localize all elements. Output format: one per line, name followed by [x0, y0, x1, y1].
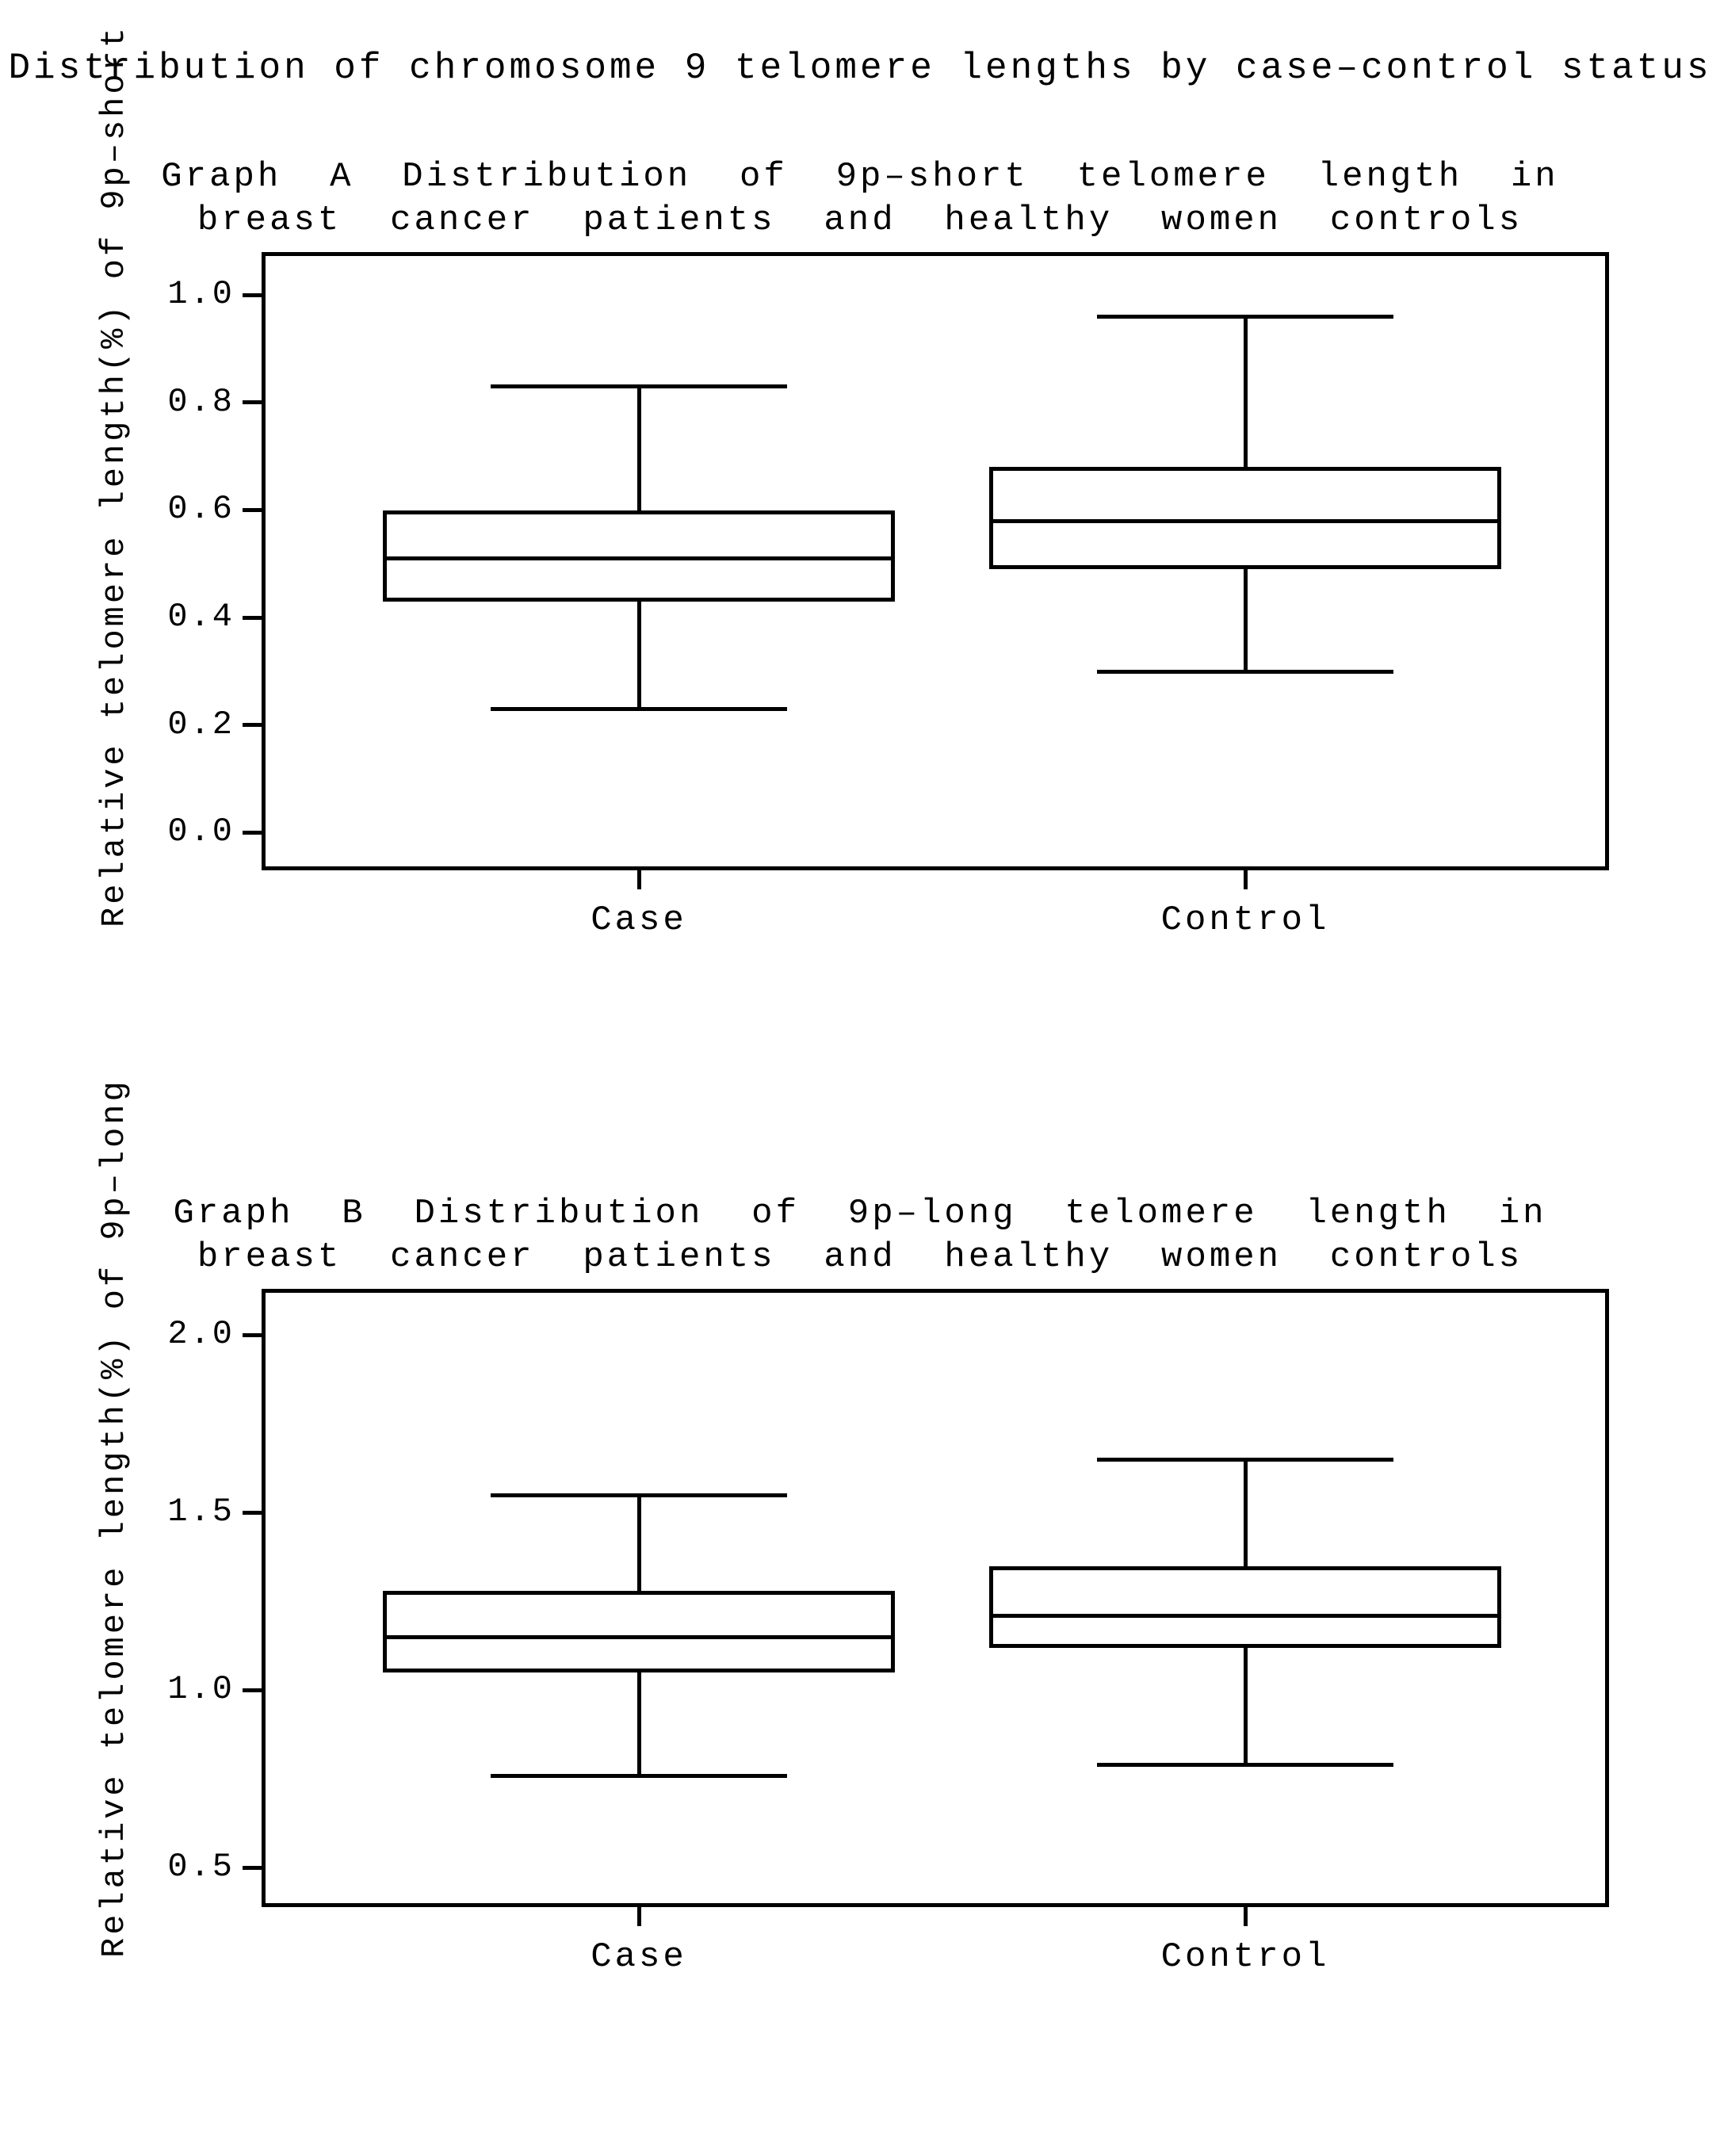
median-line-B-1 — [989, 1614, 1501, 1618]
whisker-lower-B-1 — [1244, 1648, 1248, 1765]
whisker-cap-upper-A-0 — [491, 384, 787, 388]
y-tick-label-A: 0.6 — [140, 490, 235, 528]
median-line-A-0 — [383, 556, 895, 560]
y-tick-label-A: 0.8 — [140, 383, 235, 421]
figure-main-title: Distribution of chromosome 9 telomere le… — [0, 48, 1720, 89]
y-axis-label-A: Relative telomere length(%) of 9p–short — [95, 25, 133, 927]
y-tick-label-B: 0.5 — [140, 1848, 235, 1886]
whisker-upper-B-1 — [1244, 1459, 1248, 1565]
x-tick-A — [637, 870, 641, 889]
whisker-upper-B-0 — [637, 1495, 641, 1591]
whisker-upper-A-0 — [637, 387, 641, 510]
x-tick-A — [1244, 870, 1248, 889]
panel-title-B: Graph B Distribution of 9p–long telomere… — [0, 1192, 1720, 1279]
whisker-upper-A-1 — [1244, 316, 1248, 467]
iqr-box-B-0 — [383, 1591, 895, 1672]
whisker-lower-B-0 — [637, 1672, 641, 1776]
y-tick-B — [243, 1511, 262, 1515]
median-line-A-1 — [989, 519, 1501, 523]
y-tick-A — [243, 293, 262, 297]
iqr-box-B-1 — [989, 1566, 1501, 1648]
y-tick-B — [243, 1866, 262, 1870]
y-tick-A — [243, 508, 262, 512]
whisker-cap-lower-B-0 — [491, 1774, 787, 1778]
x-tick-label-B: Control — [1126, 1937, 1364, 1977]
panel-title-A: Graph A Distribution of 9p–short telomer… — [0, 155, 1720, 243]
whisker-lower-A-1 — [1244, 569, 1248, 671]
y-tick-B — [243, 1688, 262, 1692]
y-tick-A — [243, 400, 262, 404]
whisker-cap-upper-B-1 — [1097, 1458, 1393, 1462]
x-tick-label-B: Case — [520, 1937, 758, 1977]
y-tick-A — [243, 723, 262, 727]
y-tick-label-A: 0.4 — [140, 598, 235, 636]
x-tick-label-A: Control — [1126, 900, 1364, 940]
y-tick-label-B: 1.5 — [140, 1493, 235, 1531]
figure-page: Distribution of chromosome 9 telomere le… — [0, 0, 1720, 2156]
whisker-lower-A-0 — [637, 602, 641, 709]
y-tick-B — [243, 1333, 262, 1337]
whisker-cap-lower-A-1 — [1097, 670, 1393, 674]
y-tick-label-A: 0.2 — [140, 705, 235, 744]
whisker-cap-lower-A-0 — [491, 707, 787, 711]
y-tick-label-A: 0.0 — [140, 812, 235, 851]
x-tick-B — [637, 1907, 641, 1926]
whisker-cap-upper-A-1 — [1097, 315, 1393, 319]
x-tick-label-A: Case — [520, 900, 758, 940]
y-tick-A — [243, 831, 262, 835]
y-tick-label-B: 2.0 — [140, 1315, 235, 1353]
y-tick-A — [243, 616, 262, 620]
median-line-B-0 — [383, 1635, 895, 1639]
y-tick-label-A: 1.0 — [140, 275, 235, 313]
y-axis-label-B: Relative telomere length(%) of 9p–long — [95, 1078, 133, 1958]
y-tick-label-B: 1.0 — [140, 1670, 235, 1708]
whisker-cap-upper-B-0 — [491, 1493, 787, 1497]
x-tick-B — [1244, 1907, 1248, 1926]
whisker-cap-lower-B-1 — [1097, 1763, 1393, 1767]
